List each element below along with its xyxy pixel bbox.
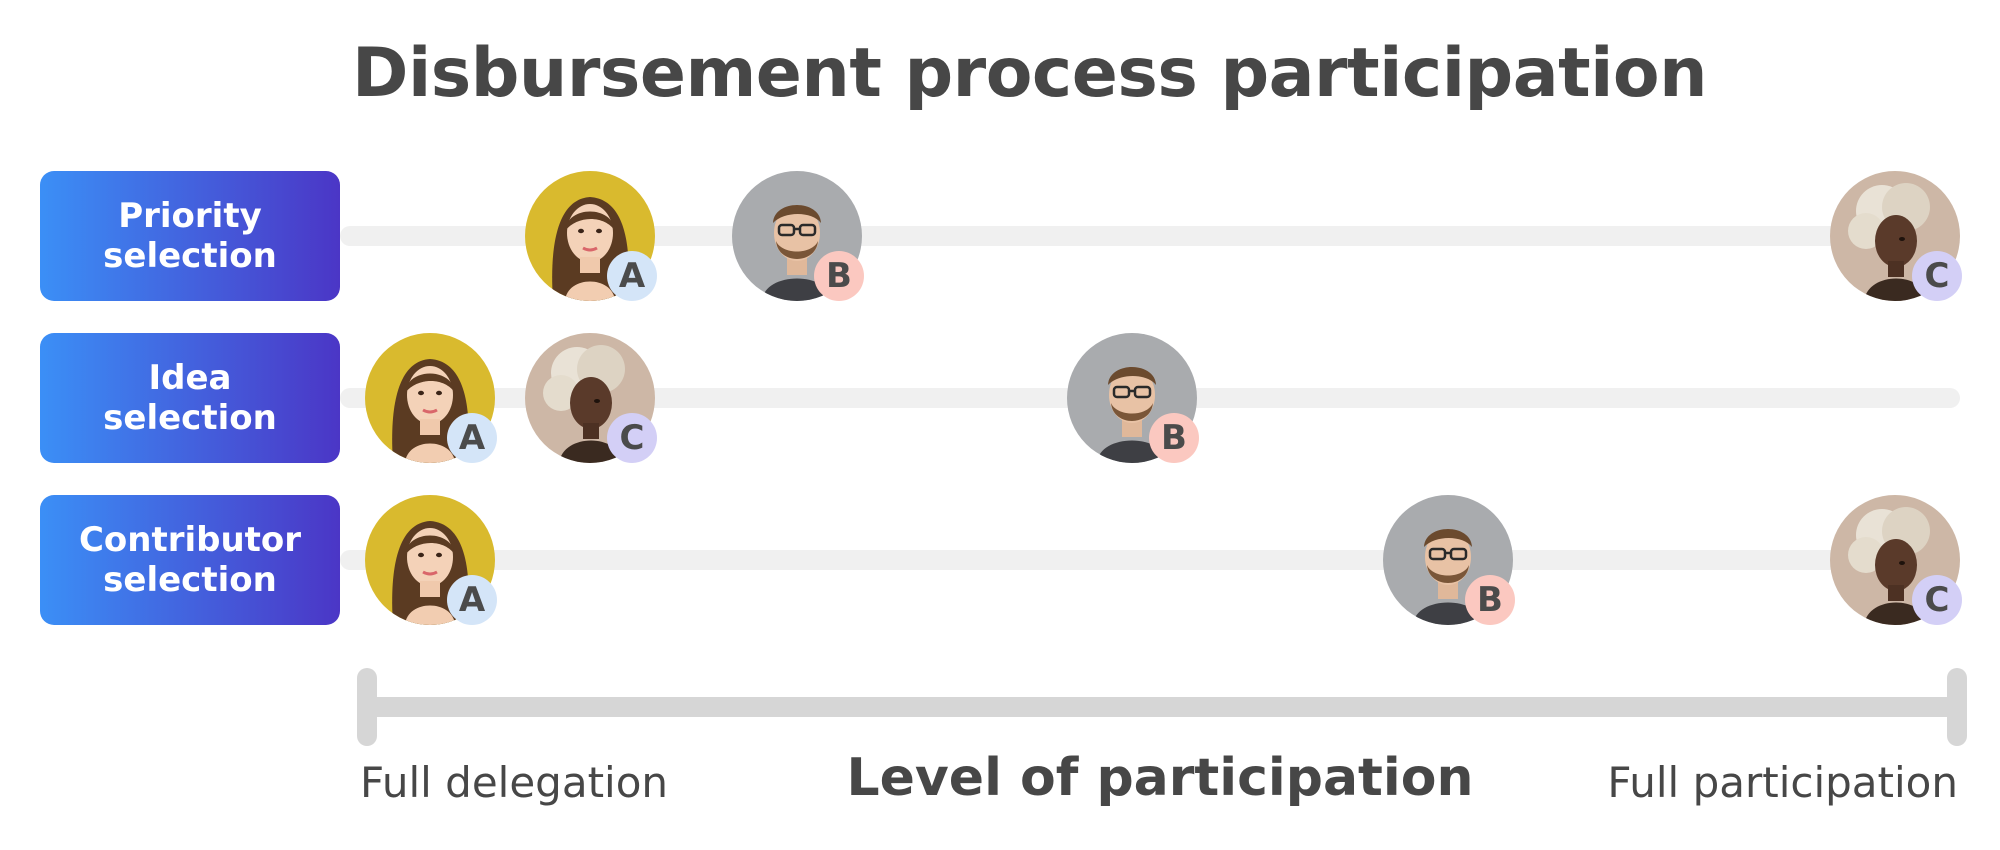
axis-left-label: Full delegation — [360, 758, 669, 807]
woman-curly-hair-face-icon — [1830, 171, 1960, 301]
avatar-b: B — [1383, 495, 1515, 625]
avatar-c: C — [1830, 171, 1962, 301]
avatar-a: A — [525, 171, 657, 301]
avatar-b-badge: B — [1149, 413, 1199, 463]
avatar-b: B — [732, 171, 864, 301]
avatar-b: B — [1067, 333, 1199, 463]
avatar-c-badge: C — [607, 413, 657, 463]
avatar-c-badge: C — [1912, 251, 1962, 301]
avatar-b-badge: B — [814, 251, 864, 301]
axis-right-cap — [1947, 668, 1967, 746]
row-label-priority-selection: Priority selection — [40, 171, 340, 301]
row-label-contributor-selection: Contributor selection — [40, 495, 340, 625]
avatar-a: A — [365, 495, 497, 625]
avatar-c-badge: C — [1912, 575, 1962, 625]
woman-face-icon — [365, 495, 495, 625]
participation-axis-bar — [367, 697, 1967, 717]
avatar-b-badge: B — [1465, 575, 1515, 625]
avatar-a-badge: A — [447, 413, 497, 463]
avatar-a-photo — [365, 495, 495, 625]
avatar-a-badge: A — [607, 251, 657, 301]
track-contributor-selection — [340, 550, 1960, 570]
avatar-c: C — [1830, 495, 1962, 625]
row-label-idea-selection: Idea selection — [40, 333, 340, 463]
axis-left-cap — [357, 668, 377, 746]
page-title: Disbursement process participation — [352, 34, 1708, 113]
avatar-c: C — [525, 333, 657, 463]
axis-title: Level of participation — [846, 748, 1474, 808]
avatar-a-badge: A — [447, 575, 497, 625]
avatar-a: A — [365, 333, 497, 463]
avatar-c-photo — [1830, 171, 1960, 301]
axis-right-label: Full participation — [1607, 758, 1958, 807]
